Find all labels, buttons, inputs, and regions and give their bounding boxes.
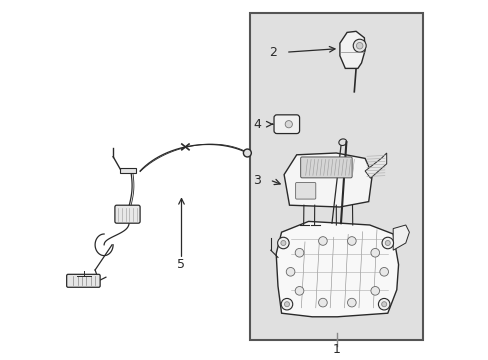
Circle shape xyxy=(281,298,292,310)
Circle shape xyxy=(318,237,326,245)
Circle shape xyxy=(370,287,379,295)
Polygon shape xyxy=(284,153,371,207)
Circle shape xyxy=(285,267,294,276)
Polygon shape xyxy=(120,168,136,173)
Circle shape xyxy=(370,248,379,257)
FancyBboxPatch shape xyxy=(295,183,315,199)
Circle shape xyxy=(356,42,362,49)
FancyBboxPatch shape xyxy=(273,115,299,134)
Circle shape xyxy=(285,121,292,128)
Text: 2: 2 xyxy=(269,46,277,59)
Polygon shape xyxy=(365,153,386,178)
Bar xyxy=(249,13,422,340)
Polygon shape xyxy=(276,221,398,317)
Circle shape xyxy=(385,240,389,246)
Circle shape xyxy=(381,302,386,307)
Text: 5: 5 xyxy=(177,258,185,271)
Circle shape xyxy=(295,248,303,257)
FancyBboxPatch shape xyxy=(300,157,351,178)
Polygon shape xyxy=(339,31,365,68)
Circle shape xyxy=(318,298,326,307)
Circle shape xyxy=(295,287,303,295)
FancyBboxPatch shape xyxy=(66,274,100,287)
Circle shape xyxy=(284,302,289,307)
Circle shape xyxy=(277,237,288,249)
Circle shape xyxy=(378,298,389,310)
Circle shape xyxy=(347,237,355,245)
Circle shape xyxy=(381,237,393,249)
Polygon shape xyxy=(392,225,408,250)
Circle shape xyxy=(243,149,251,157)
Circle shape xyxy=(352,39,366,52)
Text: 1: 1 xyxy=(332,343,340,356)
Circle shape xyxy=(379,267,387,276)
Circle shape xyxy=(280,240,285,246)
Circle shape xyxy=(347,298,355,307)
Text: 4: 4 xyxy=(253,118,261,131)
Text: 3: 3 xyxy=(253,174,261,186)
FancyBboxPatch shape xyxy=(115,205,140,223)
